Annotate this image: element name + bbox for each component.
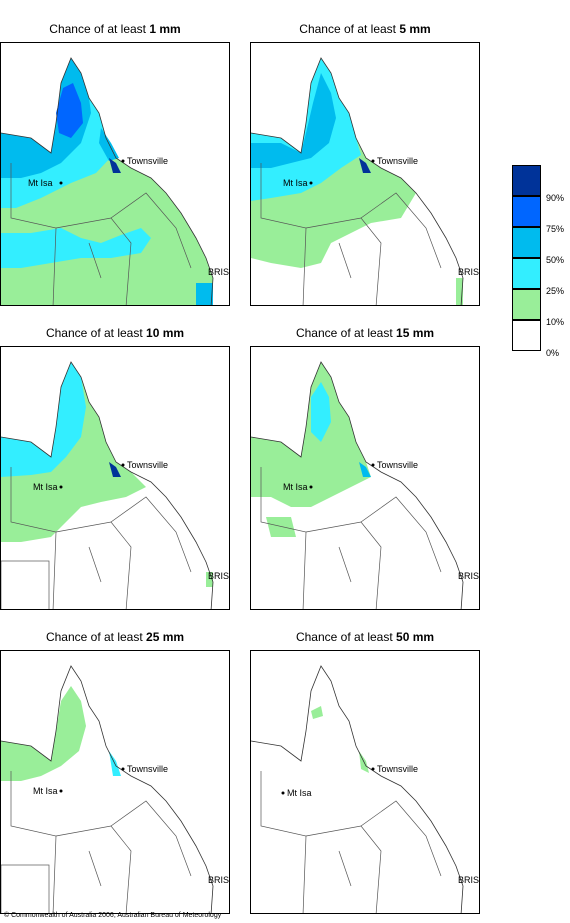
legend-label: 25% xyxy=(546,286,565,296)
svg-text:BRIS: BRIS xyxy=(458,267,479,277)
legend-swatch-50 xyxy=(512,227,541,258)
probability-map: Townsville Mt Isa BRIS xyxy=(250,650,480,914)
legend-label: 90% xyxy=(546,193,565,203)
svg-text:Mt Isa: Mt Isa xyxy=(283,178,308,188)
panel-title: Chance of at least 5 mm xyxy=(299,22,431,36)
panel-title: Chance of at least 50 mm xyxy=(295,630,435,644)
legend-swatch-90 xyxy=(512,165,541,196)
legend-label: 10% xyxy=(546,317,565,327)
svg-text:BRIS: BRIS xyxy=(208,571,229,581)
svg-text:Townsville: Townsville xyxy=(127,460,168,470)
svg-text:Mt Isa: Mt Isa xyxy=(28,178,53,188)
queensland-map-svg: Townsville Mt Isa BRIS xyxy=(1,347,229,609)
legend-swatch-0 xyxy=(512,320,541,351)
legend-label: 75% xyxy=(546,224,565,234)
probability-map: Townsville Mt Isa BRIS xyxy=(250,42,480,306)
svg-text:Townsville: Townsville xyxy=(127,764,168,774)
svg-text:BRIS: BRIS xyxy=(208,267,229,277)
probability-map: Townsville Mt Isa BRIS xyxy=(0,650,230,914)
legend-label: 50% xyxy=(546,255,565,265)
legend-swatch-10 xyxy=(512,289,541,320)
copyright-footer: © Commonwealth of Australia 2006, Austra… xyxy=(4,912,222,919)
queensland-map-svg: Townsville Mt Isa BRIS xyxy=(1,651,229,913)
queensland-map-svg: Townsville Mt Isa BRIS xyxy=(251,347,479,609)
svg-text:Mt Isa: Mt Isa xyxy=(33,786,58,796)
legend-swatch-25 xyxy=(512,258,541,289)
panel-title: Chance of at least 1 mm xyxy=(49,22,181,36)
probability-map: Townsville Mt Isa BRIS xyxy=(250,346,480,610)
queensland-map-svg: Townsville Mt Isa BRIS xyxy=(251,43,479,305)
svg-text:Mt Isa: Mt Isa xyxy=(287,788,312,798)
svg-text:BRIS: BRIS xyxy=(458,571,479,581)
svg-text:Townsville: Townsville xyxy=(377,156,418,166)
svg-text:Townsville: Townsville xyxy=(377,460,418,470)
svg-text:BRIS: BRIS xyxy=(458,875,479,885)
svg-text:Mt Isa: Mt Isa xyxy=(33,482,58,492)
legend-swatch-75 xyxy=(512,196,541,227)
svg-text:Mt Isa: Mt Isa xyxy=(283,482,308,492)
panel-title: Chance of at least 15 mm xyxy=(295,326,435,340)
legend-label: 0% xyxy=(546,348,560,358)
probability-map: Townsville Mt Isa BRIS xyxy=(0,346,230,610)
svg-text:Townsville: Townsville xyxy=(377,764,418,774)
svg-text:BRIS: BRIS xyxy=(208,875,229,885)
queensland-map-svg: Townsville Mt Isa BRIS xyxy=(1,43,229,305)
probability-map: Townsville Mt Isa BRIS xyxy=(0,42,230,306)
panel-title: Chance of at least 10 mm xyxy=(45,326,185,340)
svg-text:Townsville: Townsville xyxy=(127,156,168,166)
panel-title: Chance of at least 25 mm xyxy=(45,630,185,644)
queensland-map-svg: Townsville Mt Isa BRIS xyxy=(251,651,479,913)
